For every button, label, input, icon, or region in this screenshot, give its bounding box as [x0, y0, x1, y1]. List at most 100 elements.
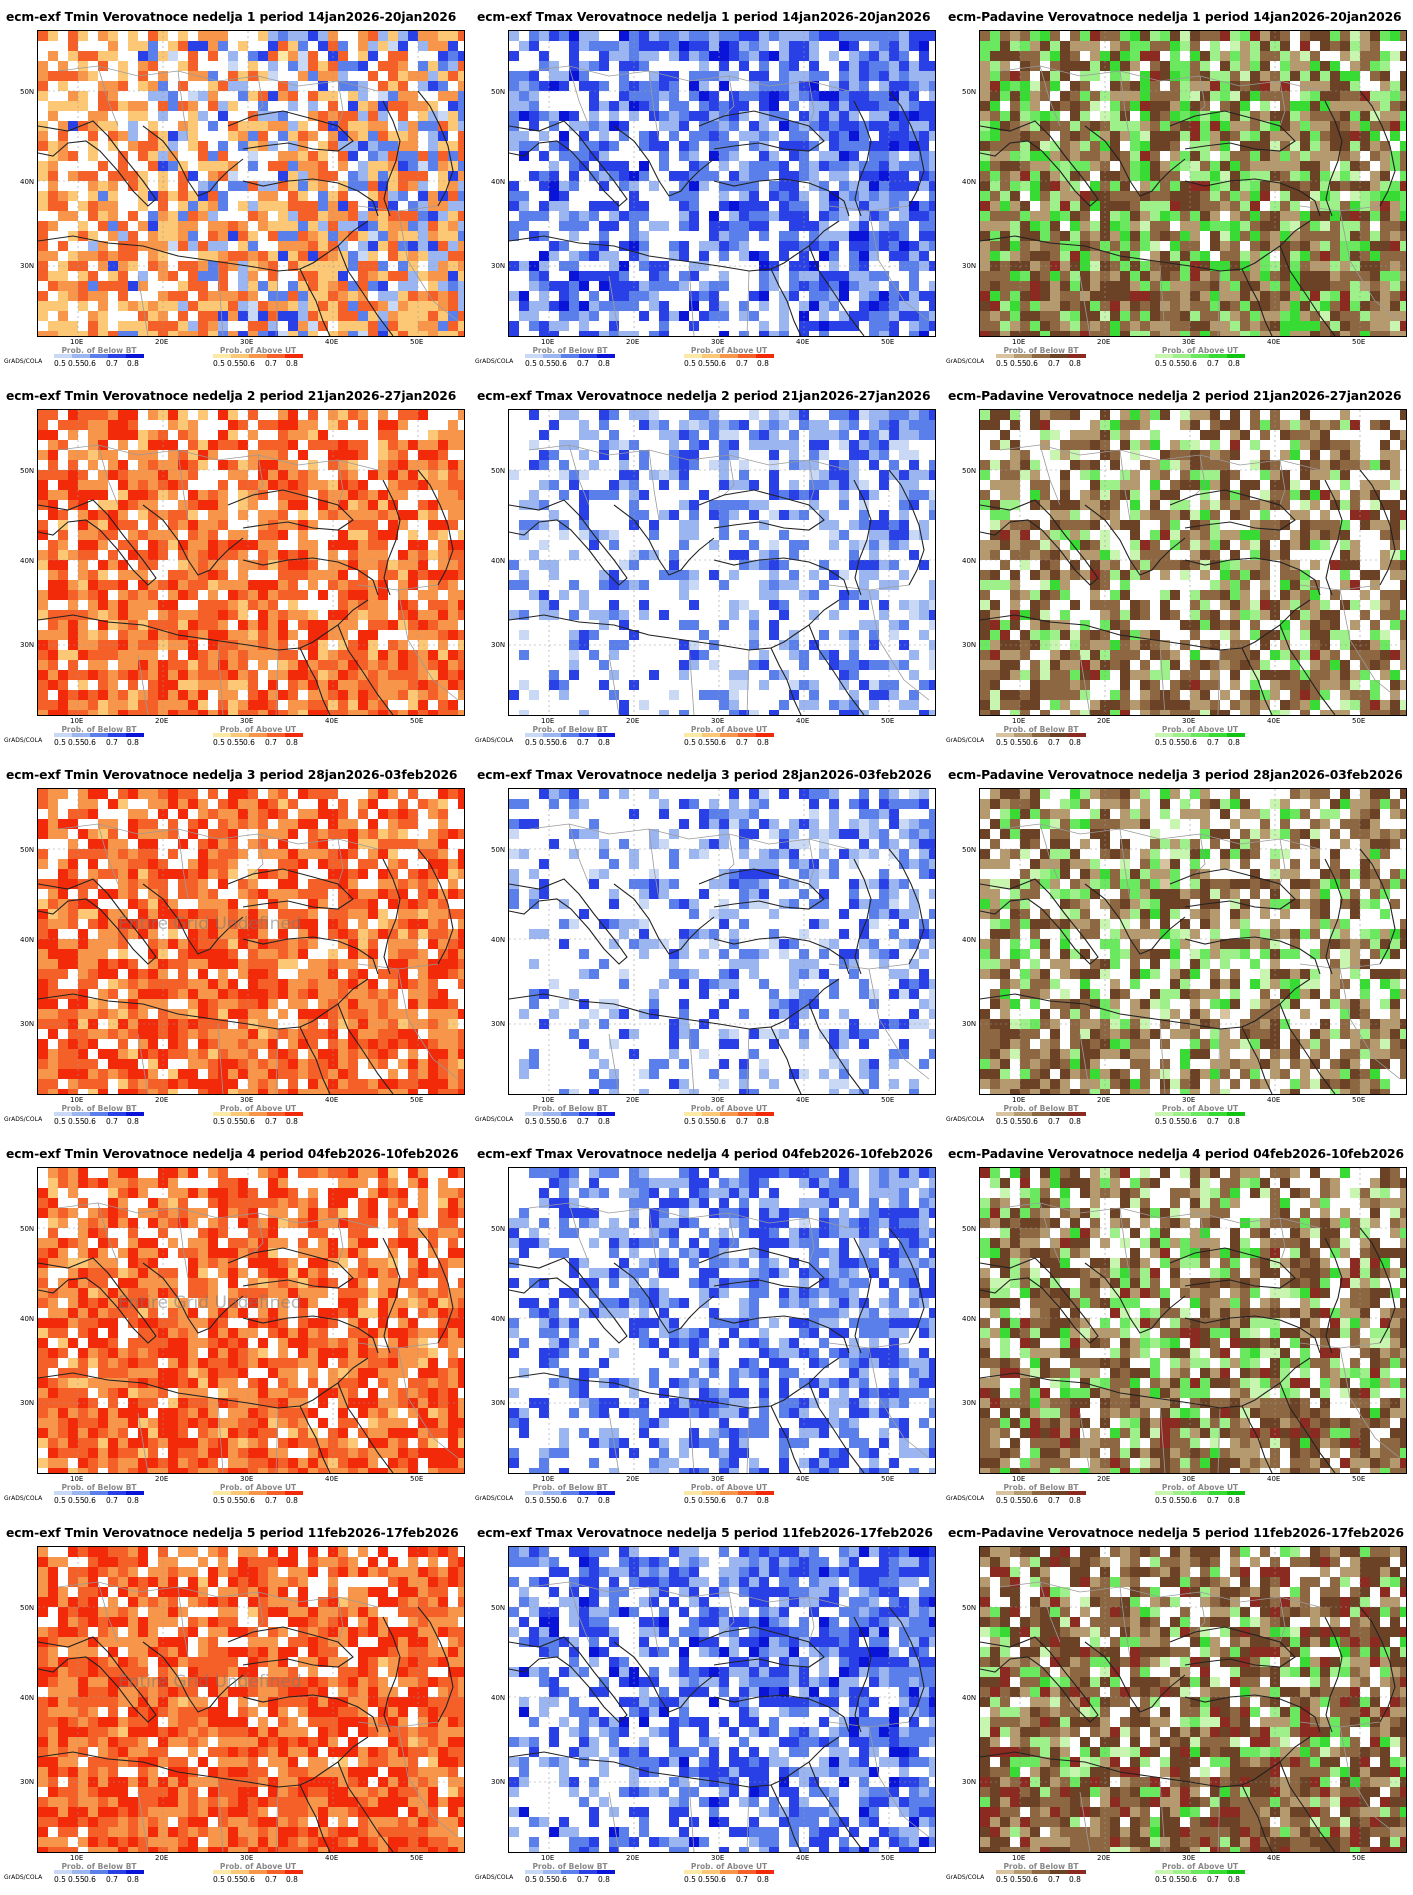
grid-cell: [899, 570, 909, 580]
grid-cell: [1280, 221, 1290, 231]
grid-cell: [729, 241, 739, 251]
grid-cell: [408, 331, 418, 336]
grid-cell: [829, 81, 839, 91]
grid-cell: [1390, 31, 1400, 41]
grid-cell: [98, 500, 108, 510]
colorbar-swatches: [525, 354, 615, 358]
grid-cell: [1330, 281, 1340, 291]
grid-cell: [1020, 161, 1030, 171]
grid-cell: [619, 580, 629, 590]
grid-cell: [238, 610, 248, 620]
grid-cell: [1390, 301, 1400, 311]
grid-cell: [1190, 181, 1200, 191]
grid-cell: [619, 181, 629, 191]
grid-cell: [1170, 241, 1180, 251]
grid-cell: [88, 420, 98, 430]
grid-cell: [1280, 31, 1290, 41]
grid-cell: [1140, 111, 1150, 121]
grid-cell: [398, 311, 408, 321]
grid-cell: [258, 710, 268, 715]
grid-cell: [238, 680, 248, 690]
grid-cell: [438, 91, 448, 101]
grid-cell: [509, 201, 519, 211]
grid-cell: [1260, 31, 1270, 41]
grid-cell: [128, 610, 138, 620]
grid-cell: [338, 51, 348, 61]
grid-cell: [709, 151, 719, 161]
colorbar-tick-label: 0.6: [84, 359, 96, 368]
grid-cell: [398, 271, 408, 281]
grid-cell: [1280, 51, 1290, 61]
grid-cell: [448, 221, 458, 231]
grid-cell: [1250, 121, 1260, 131]
grid-cell: [448, 281, 458, 291]
grid-cell: [1260, 161, 1270, 171]
grid-cell: [268, 201, 278, 211]
grid-cell: [1310, 91, 1320, 101]
grid-cell: [789, 540, 799, 550]
grid-cell: [318, 141, 328, 151]
grid-cell: [198, 550, 208, 560]
grid-cell: [1140, 241, 1150, 251]
grid-cell: [659, 430, 669, 440]
grid-cell: [308, 440, 318, 450]
grid-cell: [438, 331, 448, 336]
grid-cell: [839, 61, 849, 71]
grid-cell: [809, 111, 819, 121]
grid-cell: [1200, 111, 1210, 121]
grid-cell: [1160, 71, 1170, 81]
grid-cell: [599, 580, 609, 590]
grid-cell: [589, 460, 599, 470]
grid-cell: [248, 121, 258, 131]
grid-cell: [138, 111, 148, 121]
grid-cell: [288, 161, 298, 171]
grid-cell: [248, 91, 258, 101]
grid-cell: [198, 580, 208, 590]
grid-cell: [208, 41, 218, 51]
grid-cell: [1060, 121, 1070, 131]
grid-cell: [1350, 141, 1360, 151]
grid-cell: [298, 141, 308, 151]
grid-cell: [388, 191, 398, 201]
grid-cell: [589, 610, 599, 620]
grid-cell: [1240, 41, 1250, 51]
grid-cell: [980, 71, 990, 81]
grid-cell: [1280, 201, 1290, 211]
grid-cell: [458, 470, 464, 480]
grid-cell: [709, 91, 719, 101]
grid-cell: [619, 480, 629, 490]
grid-cell: [338, 301, 348, 311]
grid-cell: [138, 690, 148, 700]
grid-cell: [1000, 221, 1010, 231]
grid-cell: [278, 171, 288, 181]
grid-cell: [138, 141, 148, 151]
grid-cell: [1380, 241, 1390, 251]
grid-cell: [298, 131, 308, 141]
grid-cell: [138, 530, 148, 540]
grid-cell: [1050, 71, 1060, 81]
grid-cell: [1140, 271, 1150, 281]
grid-cell: [248, 251, 258, 261]
grid-cell: [1130, 321, 1140, 331]
grid-cell: [108, 500, 118, 510]
grid-cell: [408, 480, 418, 490]
grid-cell: [729, 440, 739, 450]
grid-cell: [1350, 81, 1360, 91]
grid-cell: [719, 61, 729, 71]
grid-cell: [709, 71, 719, 81]
grid-cell: [749, 141, 759, 151]
grid-cell: [448, 231, 458, 241]
grid-cell: [1040, 221, 1050, 231]
grid-cell: [1020, 181, 1030, 191]
grid-cell: [869, 211, 879, 221]
grid-cell: [749, 221, 759, 231]
grid-cell: [358, 51, 368, 61]
grid-cell: [1220, 131, 1230, 141]
grid-cell: [68, 331, 78, 336]
grid-cell: [78, 251, 88, 261]
grid-cell: [1150, 201, 1160, 211]
grid-cell: [418, 161, 428, 171]
grid-cell: [418, 71, 428, 81]
grid-cell: [198, 191, 208, 201]
grid-cell: [1400, 321, 1406, 331]
